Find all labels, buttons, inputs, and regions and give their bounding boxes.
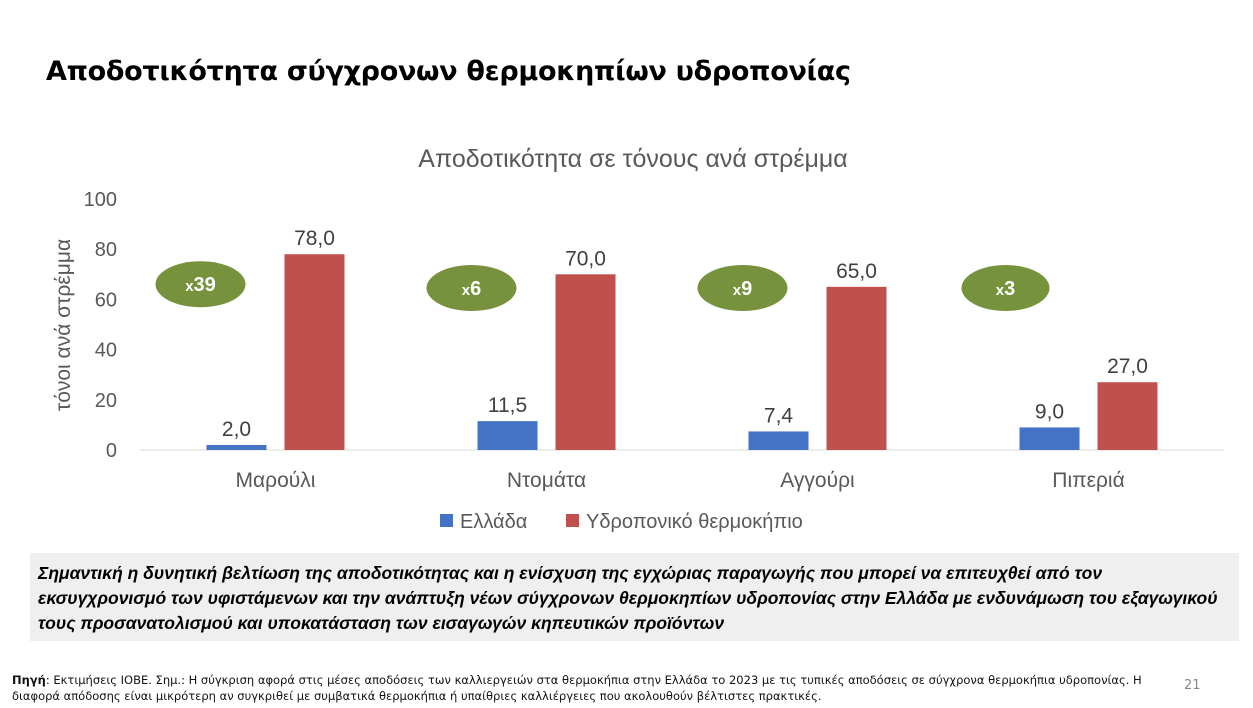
bar-hydroponic (826, 286, 887, 450)
bar-chart: Αποδοτικότητα σε τόνους ανά στρέμμα τόνο… (52, 145, 1224, 533)
legend-label: Ελλάδα (460, 511, 527, 533)
summary-text: Σημαντική η δυνητική βελτίωση της αποδοτ… (38, 563, 1218, 633)
y-axis-label: τόνοι ανά στρέμμα (52, 239, 75, 411)
bar-hydroponic (284, 254, 345, 450)
bar-hydroponic (555, 274, 616, 450)
ratio-prefix: x (462, 282, 471, 299)
y-tick-label: 0 (106, 440, 117, 462)
data-label: 70,0 (565, 247, 606, 270)
bar-hydroponic (1097, 382, 1158, 450)
ratio-value: 3 (1004, 278, 1015, 300)
x-tick-label: Πιπεριά (1052, 469, 1124, 492)
bar-greece (206, 444, 267, 450)
chart-title: Αποδοτικότητα σε τόνους ανά στρέμμα (418, 145, 847, 173)
legend-swatch (566, 514, 579, 527)
x-tick-label: Αγγούρι (780, 469, 855, 492)
data-label: 78,0 (294, 227, 335, 250)
y-tick-label: 20 (95, 390, 117, 412)
ratio-badge (961, 265, 1050, 311)
ratio-badge-text: x3 (996, 278, 1015, 300)
summary-box (30, 553, 1239, 641)
ratio-badge-text: x39 (185, 274, 216, 296)
x-tick-label: Ντομάτα (507, 469, 586, 492)
bar-greece (748, 431, 809, 450)
ratio-prefix: x (996, 282, 1005, 299)
data-label: 65,0 (836, 260, 877, 283)
data-label: 2,0 (222, 418, 251, 441)
y-tick-label: 60 (95, 289, 117, 311)
page-number: 21 (1184, 678, 1201, 693)
page-title: Αποδοτικότητα σύγχρονων θερμοκηπίων υδρο… (46, 56, 851, 87)
legend-swatch (440, 514, 453, 527)
ratio-value: 39 (194, 274, 216, 296)
ratio-badge-text: x9 (733, 278, 752, 300)
ratio-badge (697, 265, 788, 311)
x-axis: Μαρούλι Ντομάτα Αγγούρι Πιπεριά (236, 469, 1125, 492)
ratio-prefix: x (733, 282, 742, 299)
legend: Ελλάδα Υδροπονικό θερμοκήπιο (440, 511, 803, 533)
y-tick-label: 80 (95, 239, 117, 261)
data-label: 7,4 (764, 404, 794, 427)
ratio-prefix: x (185, 278, 194, 295)
bars (206, 254, 1158, 450)
source-text: : Εκτιμήσεις ΙΟΒΕ. Σημ.: Η σύγκριση αφορ… (12, 673, 1142, 703)
y-tick-label: 100 (84, 189, 117, 211)
data-labels: 2,0 78,0 11,5 70,0 7,4 65,0 9,0 27,0 (222, 227, 1148, 441)
ratio-value: 6 (470, 278, 481, 300)
bar-greece (1019, 427, 1080, 450)
ratio-badge-text: x6 (462, 278, 481, 300)
legend-label: Υδροπονικό θερμοκήπιο (586, 511, 803, 533)
source-label: Πηγή (12, 673, 46, 687)
source-note: Πηγή: Εκτιμήσεις ΙΟΒΕ. Σημ.: Η σύγκριση … (12, 672, 1162, 704)
ratio-badges: x39 x6 x9 x3 (155, 261, 1050, 311)
ratio-badge (426, 265, 517, 311)
ratio-badge (155, 261, 246, 308)
data-label: 11,5 (488, 394, 527, 417)
x-tick-label: Μαρούλι (236, 469, 316, 492)
y-tick-label: 40 (95, 340, 117, 362)
ratio-value: 9 (741, 278, 752, 300)
bar-greece (477, 421, 538, 450)
y-axis: 0 20 40 60 80 100 (84, 189, 117, 462)
data-label: 27,0 (1107, 355, 1148, 378)
data-label: 9,0 (1035, 400, 1064, 423)
